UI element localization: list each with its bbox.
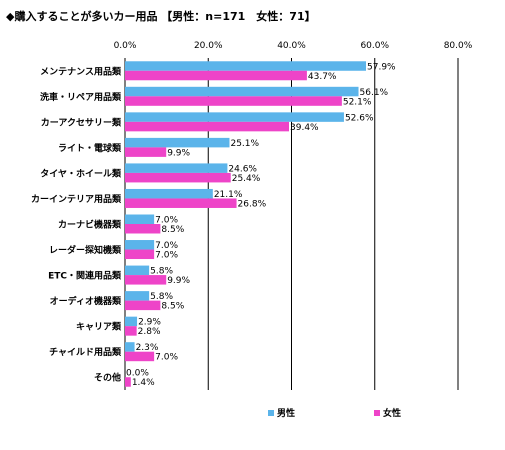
x-tick-label: 60.0% — [360, 41, 389, 51]
category-label: チャイルド用品類 — [49, 346, 122, 358]
legend-label-male: 男性 — [277, 407, 295, 419]
data-label-male: 5.8% — [150, 267, 173, 277]
bar-male — [125, 214, 155, 224]
bar-male — [125, 265, 150, 276]
data-label-female: 39.4% — [290, 123, 319, 133]
x-tick-label: 80.0% — [444, 41, 473, 51]
data-label-male: 21.1% — [214, 190, 243, 200]
category-label: オーディオ機器類 — [50, 295, 122, 307]
bar-female — [125, 300, 161, 311]
data-label-male: 7.0% — [155, 216, 178, 226]
category-label: 洗車・リペア用品類 — [40, 91, 122, 103]
category-label: キャリア類 — [76, 321, 122, 333]
bar-female — [125, 351, 155, 362]
data-label-male: 56.1% — [360, 88, 389, 98]
data-label-female: 7.0% — [155, 353, 178, 363]
x-tick-label: 20.0% — [194, 41, 223, 51]
bar-female — [125, 224, 161, 234]
bar-male — [125, 240, 155, 250]
chart-title: ◆購入することが多いカー用品 【男性：n=171 女性：71】 — [6, 9, 316, 23]
legend-swatch-female — [374, 410, 380, 416]
bar-male — [125, 291, 150, 301]
data-label-male: 24.6% — [228, 164, 257, 174]
bar-male — [125, 316, 138, 327]
bar-female — [125, 377, 131, 387]
category-labels: メンテナンス用品類洗車・リペア用品類カーアクセサリー類ライト・電球類タイヤ・ホイ… — [31, 65, 122, 383]
data-label-female: 43.7% — [308, 72, 337, 82]
category-label: カーナビ機器類 — [58, 219, 122, 231]
data-label-female: 26.8% — [238, 199, 267, 209]
x-tick-label: 0.0% — [114, 41, 137, 51]
x-axis-ticks: 0.0% 20.0% 40.0% 60.0% 80.0% — [114, 41, 473, 51]
bar-male — [125, 163, 228, 173]
data-label-female: 25.4% — [232, 174, 261, 184]
bar-female — [125, 326, 137, 336]
bar-male — [125, 61, 367, 71]
data-label-male: 57.9% — [367, 62, 396, 72]
data-label-male: 2.3% — [136, 343, 159, 353]
bar-female — [125, 249, 155, 260]
bar-female — [125, 172, 231, 183]
category-label: メンテナンス用品類 — [40, 65, 122, 77]
bar-female — [125, 147, 167, 157]
data-label-female: 8.5% — [161, 225, 184, 235]
data-label-male: 0.0% — [126, 369, 149, 379]
data-label-female: 52.1% — [343, 97, 372, 107]
x-tick-label: 40.0% — [277, 41, 306, 51]
data-label-female: 7.0% — [155, 251, 178, 261]
bar-female — [125, 275, 167, 285]
data-label-male: 7.0% — [155, 241, 178, 251]
bar-male — [125, 86, 359, 97]
category-label: ETC・関連用品類 — [48, 270, 122, 282]
legend-swatch-male — [268, 410, 274, 416]
category-label: カーアクセサリー類 — [41, 116, 122, 128]
category-label: タイヤ・ホイール類 — [40, 167, 122, 179]
bar-male — [125, 112, 344, 122]
data-label-female: 8.5% — [161, 302, 184, 312]
bar-male — [125, 137, 230, 148]
legend-label-female: 女性 — [383, 407, 401, 419]
bar-female — [125, 121, 290, 132]
data-label-male: 2.9% — [138, 318, 161, 328]
data-label-male: 25.1% — [230, 139, 259, 149]
bar-female — [125, 70, 307, 81]
category-label: その他 — [94, 372, 121, 384]
category-label: レーダー探知機類 — [49, 244, 122, 256]
data-label-female: 9.9% — [167, 276, 190, 286]
data-label-female: 1.4% — [132, 378, 155, 388]
bar-male — [125, 188, 213, 199]
category-label: カーインテリア用品類 — [31, 193, 122, 205]
legend: 男性 女性 — [268, 407, 401, 419]
bar-female — [125, 198, 237, 208]
bar-male — [125, 342, 135, 352]
data-label-male: 52.6% — [345, 113, 374, 123]
data-label-female: 9.9% — [167, 148, 190, 158]
bar-female — [125, 96, 342, 106]
bars: 57.9% 43.7% 56.1%52.1% 52.6% 39.4% 25.1% 9.9% 2… — [125, 61, 396, 388]
data-label-male: 5.8% — [150, 292, 173, 302]
data-label-female: 2.8% — [138, 327, 161, 337]
category-label: ライト・電球類 — [58, 142, 122, 154]
